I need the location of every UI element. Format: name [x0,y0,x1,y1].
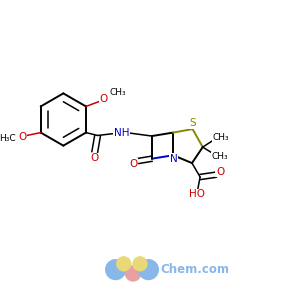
Text: CH₃: CH₃ [109,88,126,97]
Circle shape [125,266,141,281]
Text: CH₃: CH₃ [211,152,228,161]
Circle shape [133,257,147,271]
Text: CH₃: CH₃ [212,133,229,142]
Text: N: N [170,154,178,164]
Circle shape [139,260,158,280]
Text: S: S [190,118,196,128]
Text: O: O [129,159,137,169]
Text: NH: NH [114,128,129,138]
Text: O: O [19,132,27,142]
Circle shape [106,260,125,280]
Text: O: O [216,167,224,177]
Text: Chem.com: Chem.com [160,263,229,276]
Text: HO: HO [190,189,206,200]
Text: O: O [99,94,107,104]
Text: H₃C: H₃C [0,134,15,143]
Circle shape [117,257,131,271]
Text: O: O [90,153,98,163]
